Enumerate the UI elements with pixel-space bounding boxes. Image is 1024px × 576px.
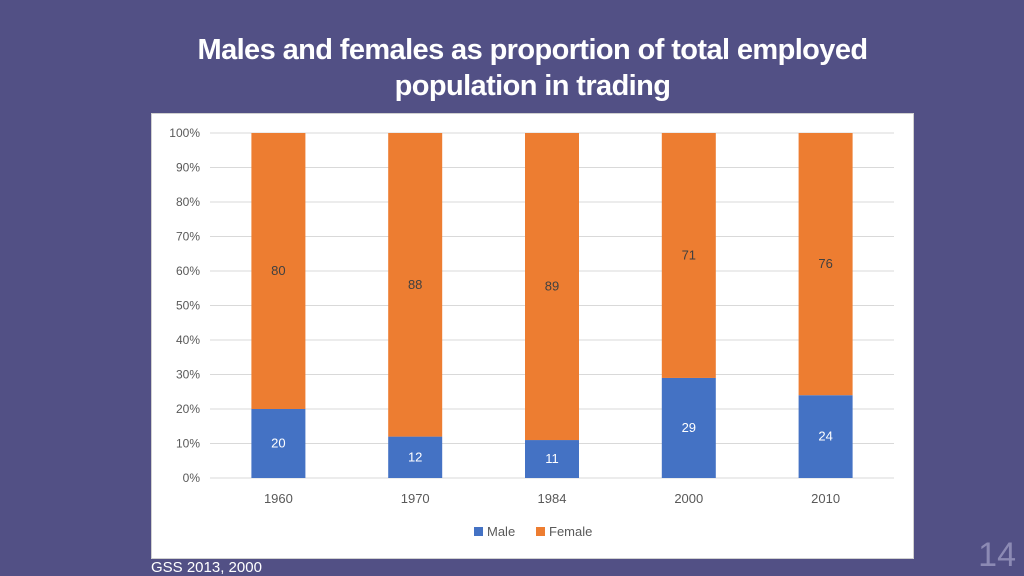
legend-swatch-male — [474, 527, 483, 536]
y-tick-label: 100% — [169, 126, 200, 140]
slide-title-line-1: Males and females as proportion of total… — [197, 34, 869, 66]
data-label: 76 — [818, 256, 832, 271]
y-tick-label: 10% — [176, 437, 200, 451]
data-label: 12 — [408, 449, 422, 464]
bar-male-1984 — [525, 440, 579, 478]
y-tick-label: 0% — [183, 471, 201, 485]
bar-male-2010 — [798, 395, 853, 478]
x-tick-label: 2010 — [811, 491, 840, 506]
bar-female-2000 — [661, 133, 716, 378]
data-label: 89 — [545, 279, 559, 294]
legend-label-female: Female — [549, 524, 592, 539]
y-tick-label: 90% — [176, 161, 200, 175]
y-tick-label: 30% — [176, 368, 200, 382]
data-label: 88 — [408, 277, 422, 292]
y-tick-label: 40% — [176, 333, 200, 347]
data-label: 71 — [682, 247, 696, 262]
y-tick-label: 70% — [176, 230, 200, 244]
source-note: GSS 2013, 2000 — [151, 559, 262, 576]
bar-female-1970 — [388, 133, 443, 437]
x-tick-label: 1960 — [264, 491, 293, 506]
bar-male-1960 — [251, 409, 306, 478]
legend-swatch-female — [536, 527, 545, 536]
bar-female-2010 — [798, 133, 853, 396]
x-tick-label: 1970 — [401, 491, 430, 506]
y-tick-label: 20% — [176, 402, 200, 416]
slide-title: Males and females as proportion of total… — [150, 32, 915, 104]
bar-female-1960 — [251, 133, 306, 409]
data-label: 29 — [682, 420, 696, 435]
stacked-bar-chart: 0% 10% 20% 30% 40% 50% 60% 70% 80% 90% 100% 20 80 196… — [169, 126, 894, 539]
y-tick-label: 60% — [176, 264, 200, 278]
bar-male-2000 — [661, 377, 716, 478]
data-label: 20 — [271, 436, 285, 451]
x-tick-label: 1984 — [538, 491, 567, 506]
data-label: 11 — [545, 451, 559, 466]
chart-panel: 0% 10% 20% 30% 40% 50% 60% 70% 80% 90% 100% 20 80 196… — [151, 113, 914, 559]
bar-male-1970 — [388, 436, 443, 478]
slide-title-line-2: population in trading — [394, 70, 671, 102]
y-tick-label: 50% — [176, 299, 200, 313]
data-label: 24 — [818, 429, 832, 444]
data-label: 80 — [271, 263, 285, 278]
bar-female-1984 — [525, 133, 579, 441]
y-tick-label: 80% — [176, 195, 200, 209]
legend-label-male: Male — [487, 524, 515, 539]
page-number: 14 — [978, 536, 1016, 574]
x-tick-label: 2000 — [674, 491, 703, 506]
